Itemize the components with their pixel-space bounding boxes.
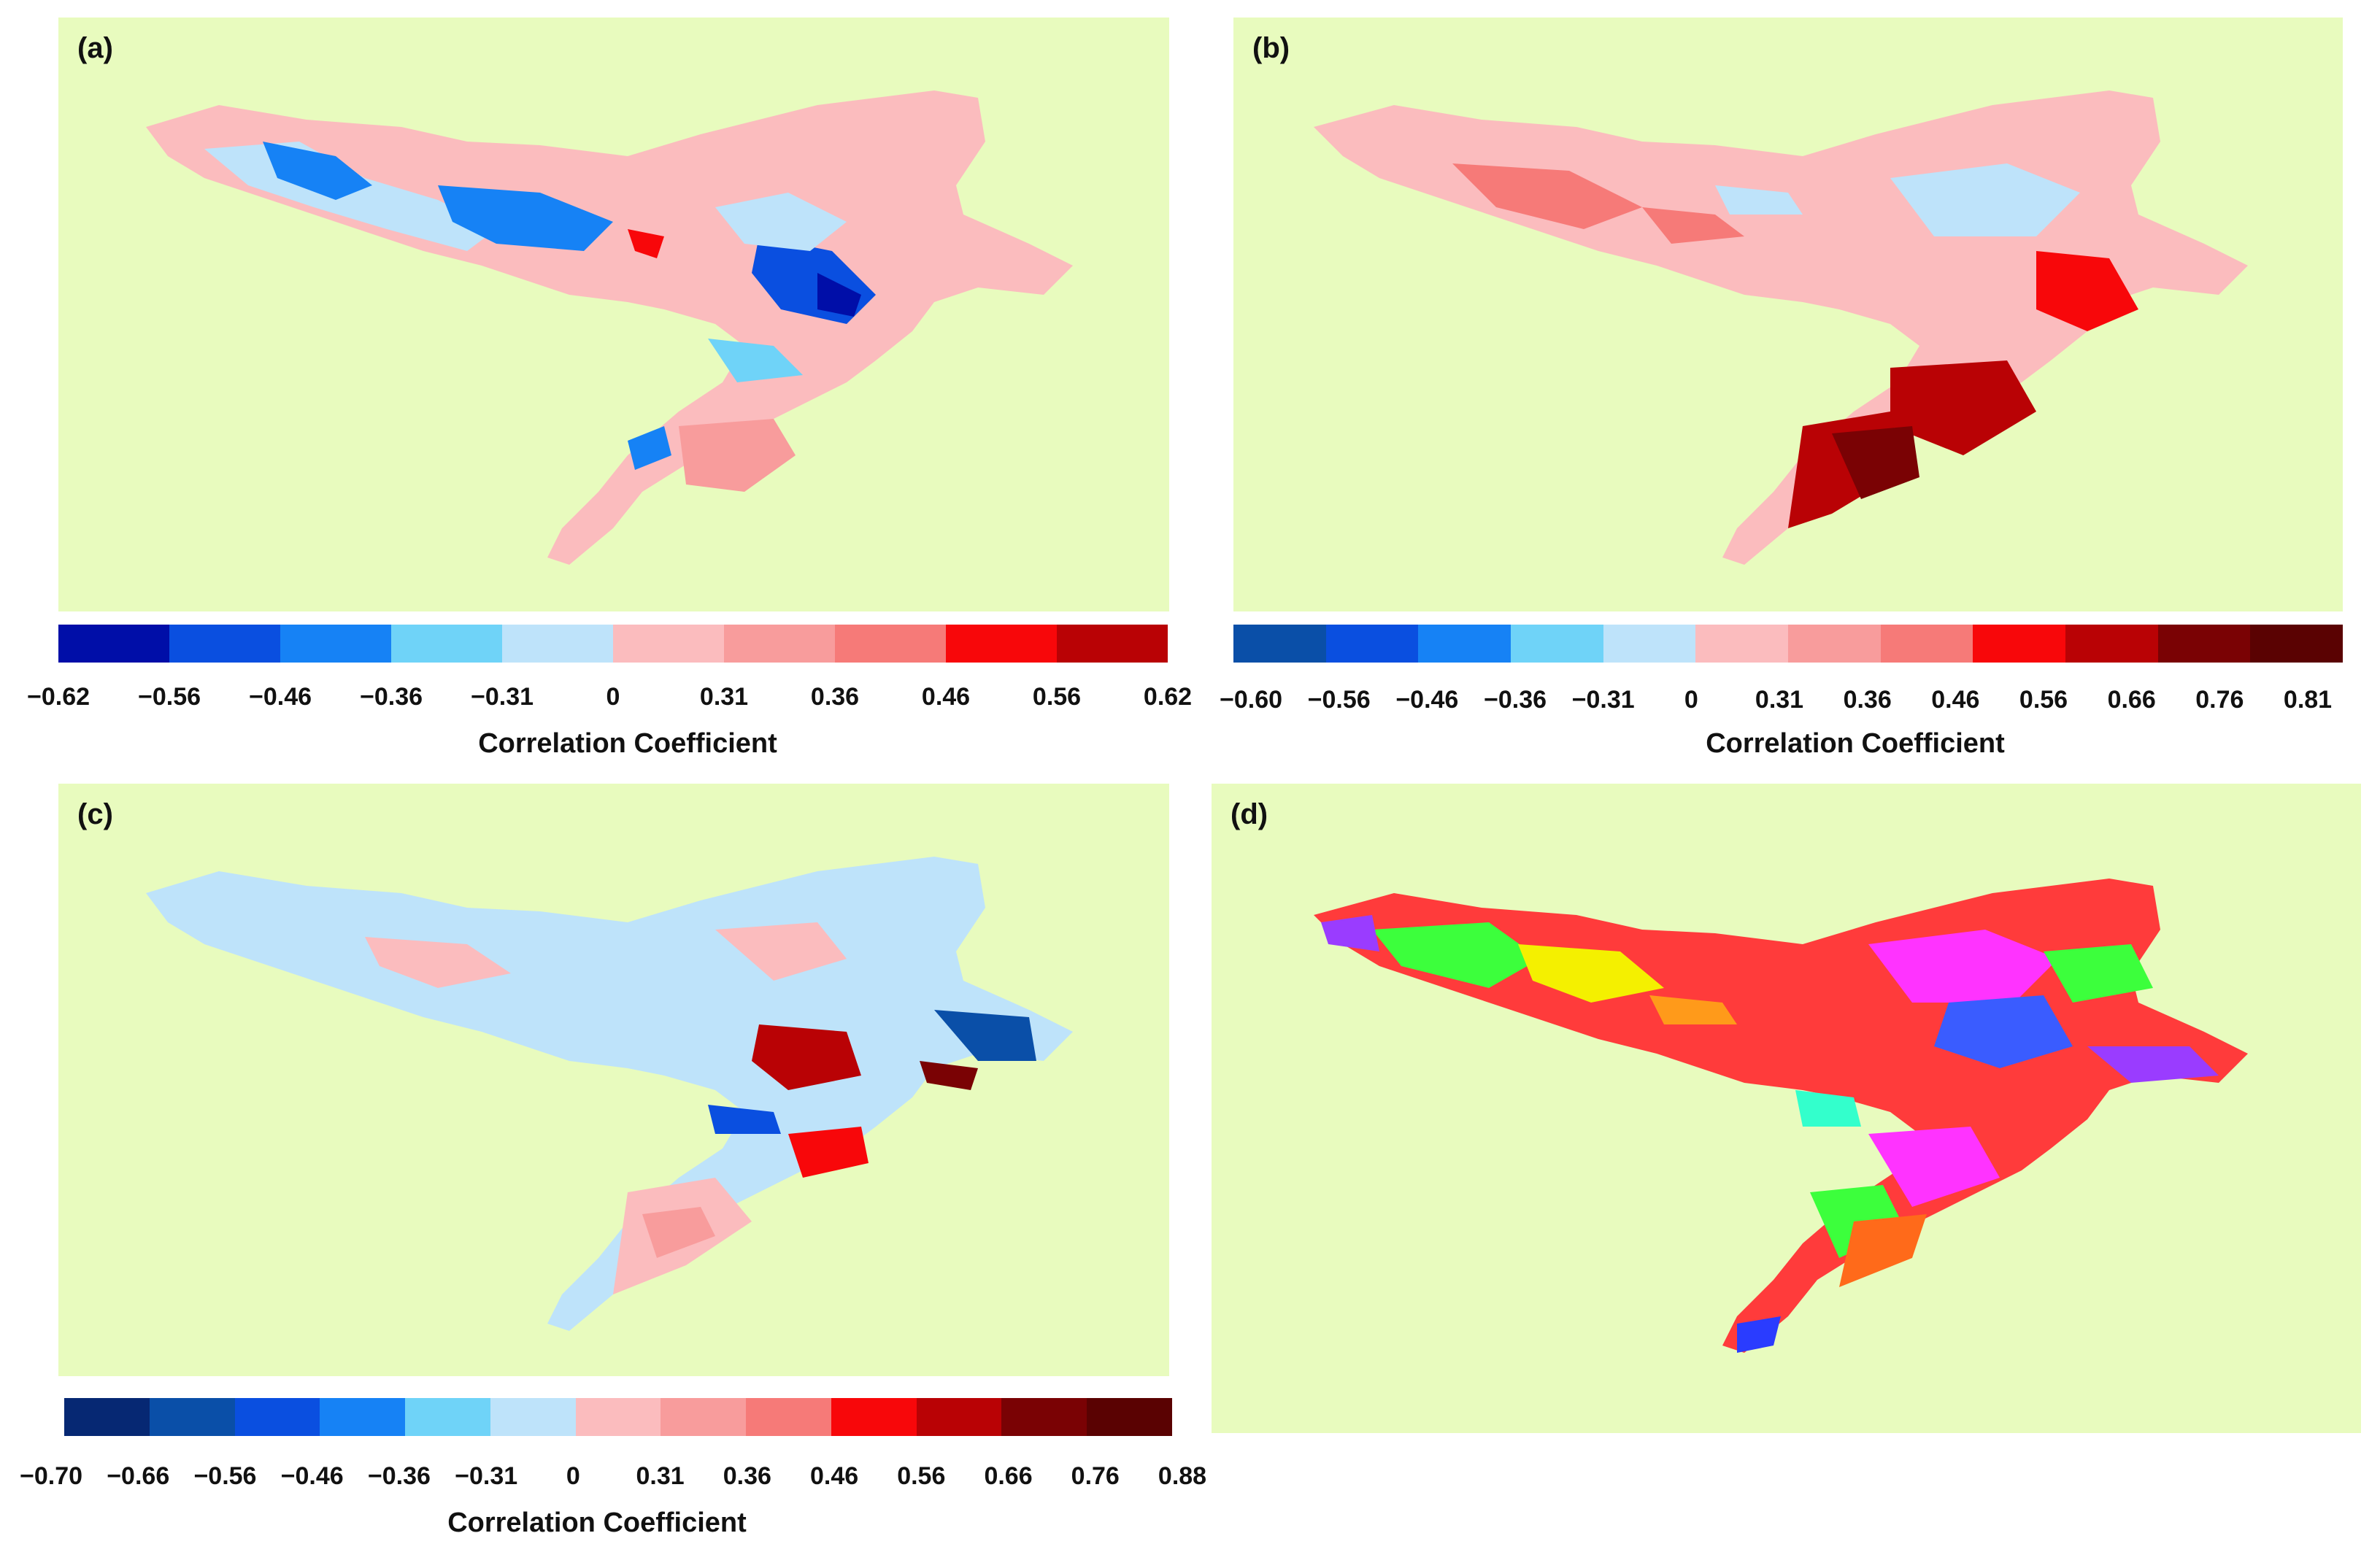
colorbar-swatch <box>1695 625 1789 663</box>
colorbar-swatch <box>1511 625 1603 663</box>
region-shape-a <box>146 90 1073 565</box>
region-shape-d <box>1314 879 2248 1353</box>
colorbar-tick-label: −0.60 <box>1219 686 1283 714</box>
colorbar-tick-label: 0.31 <box>636 1462 685 1490</box>
colorbar-tick-label: 0.36 <box>723 1462 771 1490</box>
colorbar-ticks-a: −0.62 −0.56 −0.46 −0.36 −0.31 0 0.31 0.36 0.46 0.… <box>27 683 1192 719</box>
colorbar-swatch <box>2157 625 2251 663</box>
colorbar-swatch <box>661 1398 747 1436</box>
map-c: (c) <box>58 784 1169 1376</box>
colorbar-tick-label: 0.56 <box>1032 683 1082 711</box>
colorbar-swatch <box>1788 625 1881 663</box>
colorbar-tick-label: −0.31 <box>1571 686 1635 714</box>
colorbar-swatch <box>391 625 502 663</box>
colorbar-tick-label: −0.56 <box>1307 686 1371 714</box>
colorbar-tick-label: −0.56 <box>137 683 201 711</box>
colorbar-swatch <box>613 625 724 663</box>
colorbar-swatch <box>835 625 946 663</box>
colorbar-title-a: Correlation Coefficient <box>478 728 777 759</box>
panel-label-c: (c) <box>77 798 113 830</box>
colorbar-tick-label: −0.31 <box>455 1462 518 1490</box>
map-d: (d) <box>1212 784 2361 1433</box>
colorbar-tick-label: −0.56 <box>193 1462 257 1490</box>
panel-label-d: (d) <box>1231 798 1268 830</box>
colorbar-a <box>58 625 1168 663</box>
colorbar-c <box>64 1398 1172 1436</box>
colorbar-swatch <box>724 625 835 663</box>
map-b: (b) <box>1233 18 2343 611</box>
colorbar-swatch <box>575 1398 661 1436</box>
colorbar-tick-label: 0.62 <box>1143 683 1193 711</box>
colorbar-swatch <box>234 1398 320 1436</box>
colorbar-tick-label: 0 <box>1684 686 1698 714</box>
colorbar-tick-label: −0.36 <box>367 1462 431 1490</box>
colorbar-swatch <box>1057 625 1168 663</box>
colorbar-swatch <box>64 1398 150 1436</box>
colorbar-tick-label: 0.66 <box>2107 686 2156 714</box>
colorbar-tick-label: 0.46 <box>921 683 971 711</box>
colorbar-tick-label: 0.81 <box>2283 686 2333 714</box>
colorbar-swatch <box>1973 625 2066 663</box>
colorbar-swatch <box>1325 625 1419 663</box>
panel-label-b: (b) <box>1252 32 1290 64</box>
colorbar-tick-label: 0 <box>566 1462 580 1490</box>
colorbar-tick-label: −0.46 <box>248 683 312 711</box>
colorbar-swatch <box>1880 625 1973 663</box>
colorbar-swatch <box>2250 625 2344 663</box>
colorbar-swatch <box>831 1398 917 1436</box>
colorbar-swatch <box>916 1398 1002 1436</box>
colorbar-tick-label: 0.76 <box>2195 686 2244 714</box>
colorbar-title-c: Correlation Coefficient <box>447 1507 747 1538</box>
colorbar-tick-label: −0.66 <box>107 1462 170 1490</box>
colorbar-tick-label: 0.66 <box>984 1462 1033 1490</box>
colorbar-tick-label: −0.70 <box>19 1462 83 1490</box>
colorbar-ticks-c: −0.70 −0.66 −0.56 −0.46 −0.36 −0.31 0 0.31 0.36 0… <box>20 1462 1206 1499</box>
region-shape-b <box>1314 90 2248 565</box>
colorbar-swatch <box>169 625 280 663</box>
colorbar-tick-label: 0.46 <box>809 1462 859 1490</box>
colorbar-swatch <box>502 625 613 663</box>
colorbar-swatch <box>2065 625 2158 663</box>
colorbar-tick-label: 0.76 <box>1071 1462 1120 1490</box>
colorbar-tick-label: 0.46 <box>1931 686 1980 714</box>
colorbar-swatch <box>320 1398 406 1436</box>
colorbar-swatch <box>746 1398 831 1436</box>
colorbar-tick-label: 0.56 <box>897 1462 946 1490</box>
colorbar-swatch <box>1233 625 1326 663</box>
colorbar-tick-label: 0.31 <box>1755 686 1804 714</box>
colorbar-tick-label: −0.46 <box>1395 686 1459 714</box>
colorbar-tick-label: −0.36 <box>1483 686 1547 714</box>
colorbar-tick-label: −0.31 <box>470 683 534 711</box>
colorbar-tick-label: −0.36 <box>359 683 423 711</box>
colorbar-title-b: Correlation Coefficient <box>1706 728 2005 759</box>
colorbar-swatch <box>1087 1398 1172 1436</box>
colorbar-tick-label: 0.36 <box>1843 686 1892 714</box>
colorbar-b <box>1233 625 2344 663</box>
colorbar-swatch <box>149 1398 235 1436</box>
colorbar-ticks-b: −0.60 −0.56 −0.46 −0.36 −0.31 0 0.31 0.36 0.46 0.… <box>1220 686 2332 722</box>
colorbar-tick-label: −0.62 <box>26 683 90 711</box>
colorbar-swatch <box>280 625 391 663</box>
colorbar-swatch <box>1603 625 1696 663</box>
region-shape-c <box>146 857 1073 1331</box>
panel-label-a: (a) <box>77 32 113 64</box>
colorbar-tick-label: 0 <box>606 683 620 711</box>
colorbar-tick-label: 0.56 <box>2019 686 2068 714</box>
colorbar-tick-label: −0.46 <box>280 1462 344 1490</box>
colorbar-swatch <box>1418 625 1511 663</box>
map-a: (a) <box>58 18 1169 611</box>
colorbar-swatch <box>58 625 169 663</box>
colorbar-tick-label: 0.31 <box>699 683 749 711</box>
colorbar-tick-label: 0.36 <box>810 683 860 711</box>
colorbar-tick-label: 0.88 <box>1158 1462 1207 1490</box>
colorbar-swatch <box>490 1398 576 1436</box>
colorbar-swatch <box>1001 1398 1087 1436</box>
colorbar-swatch <box>946 625 1057 663</box>
colorbar-swatch <box>405 1398 490 1436</box>
